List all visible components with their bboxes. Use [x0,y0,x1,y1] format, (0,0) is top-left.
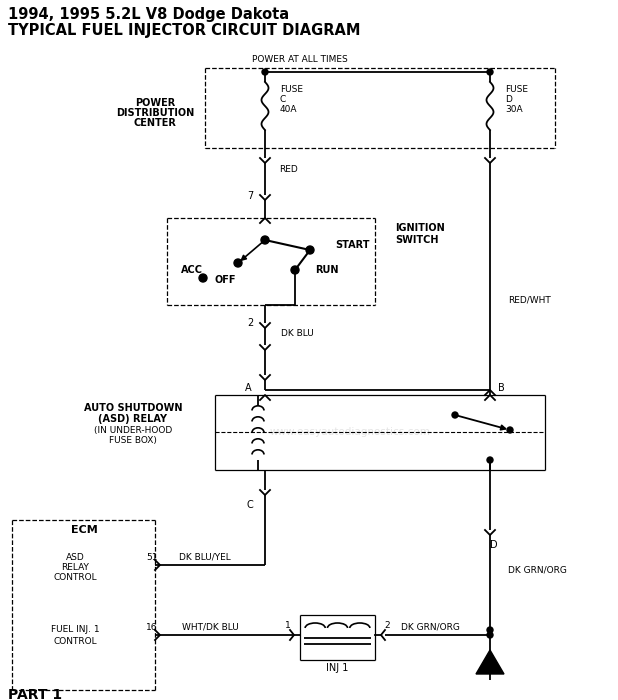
Text: 30A: 30A [505,106,523,115]
Text: RELAY: RELAY [61,564,89,573]
Text: (ASD) RELAY: (ASD) RELAY [98,414,167,424]
Text: 2: 2 [247,318,253,328]
Text: 7: 7 [247,191,253,201]
Polygon shape [476,650,504,674]
Text: RUN: RUN [315,265,339,275]
Text: FUEL INJ. 1: FUEL INJ. 1 [51,626,99,634]
Text: C: C [280,95,286,104]
Text: FUSE BOX): FUSE BOX) [109,437,157,445]
Text: FUSE: FUSE [280,85,303,94]
Text: (IN UNDER-HOOD: (IN UNDER-HOOD [94,426,172,435]
Text: ASD: ASD [66,554,85,563]
Circle shape [262,69,268,75]
Text: C: C [246,500,253,510]
Circle shape [261,236,269,244]
Text: www.easyautodiagnostics.com: www.easyautodiagnostics.com [269,427,431,437]
Text: SWITCH: SWITCH [395,235,439,245]
Text: B: B [498,383,505,393]
Text: AUTO SHUTDOWN: AUTO SHUTDOWN [84,403,182,413]
Text: D: D [490,540,498,550]
Text: 40A: 40A [280,106,297,115]
Text: WHT/DK BLU: WHT/DK BLU [182,622,239,631]
Text: DK BLU/YEL: DK BLU/YEL [179,552,231,561]
Text: FUSE: FUSE [505,85,528,94]
Text: DK BLU: DK BLU [281,330,314,339]
Text: CENTER: CENTER [133,118,176,128]
Text: DISTRIBUTION: DISTRIBUTION [116,108,194,118]
Circle shape [487,632,493,638]
Text: 1994, 1995 5.2L V8 Dodge Dakota: 1994, 1995 5.2L V8 Dodge Dakota [8,8,289,22]
Text: RED: RED [279,165,298,174]
Text: 16: 16 [146,622,158,631]
Text: PART 1: PART 1 [8,688,62,700]
Circle shape [291,266,299,274]
Circle shape [507,427,513,433]
Text: ACC: ACC [181,265,203,275]
Text: CONTROL: CONTROL [53,573,97,582]
Text: A: A [486,656,494,666]
Text: 2: 2 [384,622,390,631]
Text: A: A [245,383,252,393]
Circle shape [199,274,207,282]
Text: IGNITION: IGNITION [395,223,445,233]
Circle shape [487,69,493,75]
Text: START: START [335,240,370,250]
Text: ECM: ECM [70,525,98,535]
Text: DK GRN/ORG: DK GRN/ORG [508,566,567,575]
Text: RED/WHT: RED/WHT [508,295,551,304]
Text: DK GRN/ORG: DK GRN/ORG [400,622,459,631]
Circle shape [452,412,458,418]
Text: D: D [505,95,512,104]
Circle shape [487,627,493,633]
Text: POWER: POWER [135,98,175,108]
Text: 1: 1 [285,622,291,631]
Text: CONTROL: CONTROL [53,638,97,647]
Text: INJ 1: INJ 1 [326,663,349,673]
Circle shape [487,457,493,463]
Circle shape [306,246,314,254]
Circle shape [234,259,242,267]
Text: OFF: OFF [214,275,235,285]
Text: POWER AT ALL TIMES: POWER AT ALL TIMES [252,55,348,64]
Text: 51: 51 [146,552,158,561]
Text: TYPICAL FUEL INJECTOR CIRCUIT DIAGRAM: TYPICAL FUEL INJECTOR CIRCUIT DIAGRAM [8,22,360,38]
